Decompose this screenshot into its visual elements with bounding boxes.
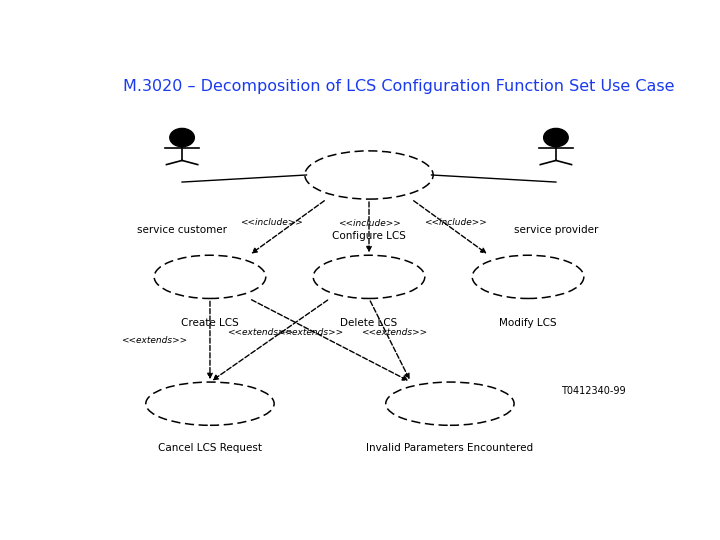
Text: <<include>>: <<include>>: [338, 219, 400, 228]
Text: Configure LCS: Configure LCS: [332, 231, 406, 241]
Circle shape: [170, 129, 194, 147]
Text: <<extends>>: <<extends>>: [361, 328, 427, 338]
Text: Invalid Parameters Encountered: Invalid Parameters Encountered: [366, 443, 534, 453]
Text: <<include>>: <<include>>: [424, 218, 487, 227]
Text: Modify LCS: Modify LCS: [499, 318, 557, 328]
Text: service provider: service provider: [514, 225, 598, 235]
Text: Cancel LCS Request: Cancel LCS Request: [158, 443, 262, 453]
Text: <<extends>>: <<extends>>: [227, 328, 293, 337]
Text: <<extends>>: <<extends>>: [121, 335, 187, 345]
Text: service customer: service customer: [137, 225, 227, 235]
Text: <<include>>: <<include>>: [240, 218, 302, 227]
Text: T0412340-99: T0412340-99: [562, 386, 626, 396]
Circle shape: [544, 129, 568, 147]
Text: Delete LCS: Delete LCS: [341, 318, 397, 328]
Text: M.3020 – Decomposition of LCS Configuration Function Set Use Case: M.3020 – Decomposition of LCS Configurat…: [124, 79, 675, 94]
Text: Create LCS: Create LCS: [181, 318, 239, 328]
Text: <<extends>>: <<extends>>: [277, 328, 343, 337]
